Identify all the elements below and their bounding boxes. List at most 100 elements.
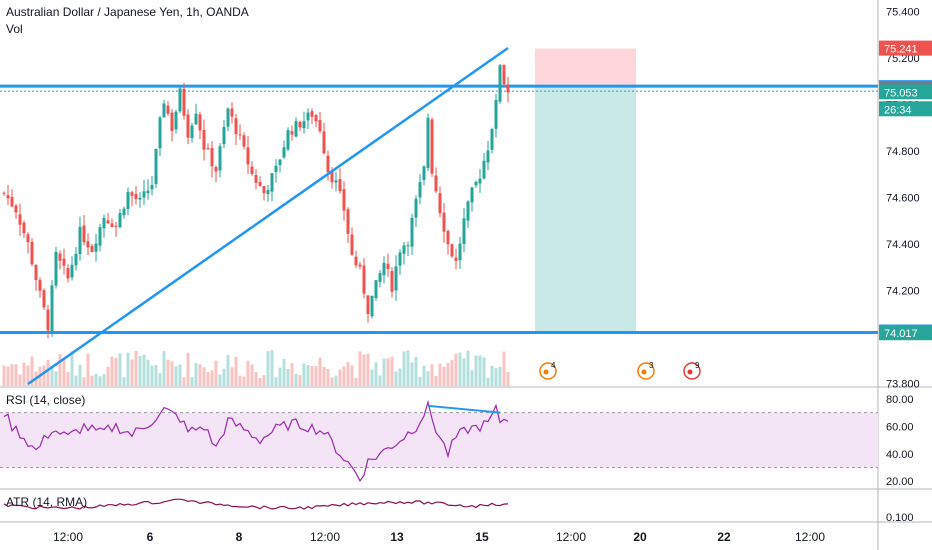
price-badge-bg [879, 84, 932, 100]
event-marker: 9 [683, 361, 701, 380]
candle-body [210, 148, 214, 167]
volume-bar [426, 371, 430, 386]
time-tick-label: 6 [147, 530, 154, 544]
volume-bar [202, 367, 206, 386]
rsi-tick-label: 20.00 [886, 476, 914, 488]
volume-bar [246, 360, 250, 386]
volume-bar [258, 377, 262, 386]
atr-tick-label: 0.100 [886, 512, 914, 524]
volume-bar [294, 373, 298, 386]
volume-bar [466, 350, 470, 386]
candle-body [342, 189, 346, 211]
volume-bar [210, 370, 214, 386]
candle-body [362, 265, 366, 294]
volume-bar [94, 373, 98, 386]
candle-body [258, 182, 262, 186]
candle-body [70, 264, 74, 278]
volume-bar [230, 367, 234, 386]
candle-body [314, 115, 318, 122]
volume-bar [110, 356, 114, 386]
candle-body [270, 173, 274, 192]
candle-body [166, 105, 170, 114]
symbol-title: Australian Dollar / Japanese Yen, 1h, OA… [6, 5, 249, 19]
volume-bar [114, 357, 118, 386]
volume-bar [470, 370, 474, 386]
volume-bar [126, 352, 130, 386]
rsi-tick-label: 80.00 [886, 394, 914, 406]
volume-bar [194, 362, 198, 386]
candle-body [386, 263, 390, 270]
price-badge-bg [879, 101, 932, 117]
price-tick-label: 74.600 [886, 193, 920, 205]
candle-body [222, 127, 226, 145]
candle-body [350, 234, 354, 255]
volume-bar [2, 365, 6, 386]
candle-body [26, 234, 30, 243]
volume-bar [146, 359, 150, 386]
volume-bar [482, 357, 486, 386]
candle-body [486, 150, 490, 163]
volume-bar [242, 376, 246, 386]
candle-body [434, 175, 438, 192]
candle-body [302, 121, 306, 129]
volume-bar [22, 362, 26, 386]
volume-bar [138, 355, 142, 386]
volume-legend: Vol [6, 22, 23, 36]
volume-bar [338, 369, 342, 386]
price-tick-label: 74.400 [886, 239, 920, 251]
candle-body [118, 213, 122, 228]
volume-bar [394, 371, 398, 386]
volume-bar [118, 353, 122, 386]
price-badge-label: 75.241 [884, 44, 918, 56]
volume-bar [366, 353, 370, 386]
candle-body [426, 117, 430, 169]
price-badge-label: 75.053 [884, 87, 918, 99]
candle-body [170, 112, 174, 131]
volume-bar [438, 363, 442, 386]
time-tick-label: 12:00 [53, 530, 83, 544]
volume-bar [134, 350, 138, 386]
volume-bar [150, 365, 154, 386]
volume-bar [206, 372, 210, 386]
candle-body [30, 241, 34, 265]
volume-bar [502, 351, 506, 386]
price-badge: 26:34 [879, 101, 932, 117]
volume-bar [54, 371, 58, 386]
candle-body [110, 223, 114, 227]
volume-bar [478, 355, 482, 386]
time-tick-label: 12:00 [310, 530, 340, 544]
candle-body [158, 117, 162, 149]
candle-body [138, 197, 142, 200]
event-marker-count: 9 [695, 361, 700, 370]
time-tick-label: 15 [475, 530, 489, 544]
volume-bar [378, 375, 382, 386]
volume-bar [310, 365, 314, 386]
candle-body [226, 108, 230, 127]
candle-body [254, 175, 258, 183]
rsi-divergence-line [427, 404, 501, 414]
candle-body [106, 220, 110, 224]
candle-body [418, 182, 422, 198]
candle-body [238, 134, 242, 136]
candle-body [338, 178, 342, 192]
volume-bar [46, 359, 50, 386]
volume-bar [418, 376, 422, 386]
volume-bar [346, 361, 350, 386]
candle-body [90, 245, 94, 252]
volume-bar [326, 369, 330, 386]
candle-body [18, 214, 22, 225]
candle-body [466, 201, 470, 221]
volume-bar [490, 365, 494, 386]
candle-body [390, 270, 394, 292]
candle-body [318, 120, 322, 132]
candle-body [62, 258, 66, 266]
candle-body [494, 99, 498, 129]
price-tick-label: 73.800 [886, 379, 920, 391]
event-marker-dot [687, 369, 693, 375]
candle-body [278, 159, 282, 166]
candle-body [410, 217, 414, 247]
candle-body [34, 265, 38, 280]
candle-body [394, 266, 398, 291]
